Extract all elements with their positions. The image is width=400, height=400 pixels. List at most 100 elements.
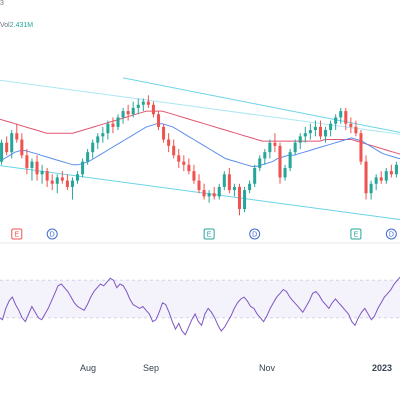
candle (334, 114, 338, 131)
candle (349, 117, 353, 134)
candle-body (344, 111, 348, 124)
candle-body (313, 126, 317, 131)
candle (106, 120, 110, 140)
candle (379, 171, 383, 184)
candle-body (288, 152, 292, 168)
candle-body (227, 174, 231, 191)
event-letter: D (389, 232, 394, 239)
event-letter: D (50, 232, 55, 239)
candle-body (187, 164, 191, 172)
candle-body (45, 171, 49, 181)
candle (141, 98, 145, 112)
candle-body (5, 142, 9, 153)
candle (116, 114, 120, 131)
time-axis: Aug Sep Nov 2023 (80, 363, 392, 373)
candle (50, 174, 54, 191)
candle (237, 183, 242, 216)
x-tick-label: Aug (80, 363, 96, 373)
candle (359, 130, 363, 165)
event-box (350, 228, 362, 240)
candle-body (20, 139, 24, 156)
candle-body (384, 171, 388, 181)
candle (86, 149, 90, 165)
candle (10, 130, 14, 159)
candle (35, 155, 39, 181)
earnings-event-marker: E (350, 228, 362, 240)
candle-body (50, 180, 54, 184)
volume-label: Vol (0, 22, 10, 29)
candle-body (334, 117, 338, 124)
candle-body (283, 167, 287, 178)
candle (263, 149, 267, 165)
candle (121, 107, 125, 124)
event-letter: E (207, 232, 212, 239)
candle-body (339, 111, 343, 118)
candle-body (96, 136, 100, 143)
candle (182, 155, 186, 172)
candle (45, 167, 49, 187)
candle (329, 120, 333, 137)
candle (217, 183, 221, 200)
candle (394, 161, 398, 178)
candle-body (106, 123, 110, 134)
candle (5, 136, 9, 156)
candle-body (369, 183, 373, 194)
candle (0, 139, 4, 165)
rsi-pane[interactable] (0, 276, 400, 336)
candle (268, 139, 272, 159)
candle-body (324, 130, 328, 137)
candle-body (167, 139, 171, 146)
candle (187, 158, 191, 175)
candle (162, 123, 166, 143)
candle-body (303, 133, 307, 137)
candle-body (40, 171, 44, 175)
candle (243, 186, 247, 213)
candle (101, 126, 105, 143)
candle (369, 180, 373, 200)
candle-body (126, 111, 130, 115)
candle-body (349, 123, 353, 127)
candle-body (232, 186, 236, 191)
channel-lower-line (0, 165, 400, 221)
candle-body (329, 123, 333, 131)
candle (232, 183, 236, 197)
candle-body (35, 161, 39, 175)
candle (192, 164, 196, 184)
candle-body (298, 136, 302, 143)
candle (65, 174, 69, 191)
header-symbol-text: 3 (0, 0, 4, 7)
candle (91, 139, 95, 159)
candle-body (111, 123, 115, 127)
candle (384, 167, 388, 184)
candle-body (151, 104, 155, 115)
candle (25, 149, 29, 175)
candle (339, 107, 343, 124)
candle (374, 174, 378, 191)
event-circle (249, 228, 261, 240)
candle-body (116, 117, 120, 127)
x-tick-label: Sep (143, 363, 159, 373)
dividend-event-marker: D (249, 228, 261, 240)
candle-body (202, 190, 206, 197)
candle (313, 120, 317, 137)
candle (227, 167, 231, 194)
candle (126, 104, 130, 121)
candle (303, 126, 307, 143)
candle-body (192, 171, 196, 181)
x-tick-label: 2023 (372, 363, 392, 373)
candle-body (70, 180, 74, 187)
candle (30, 158, 34, 181)
candle-body (212, 193, 216, 197)
candle (248, 180, 252, 194)
candle-body (273, 142, 277, 146)
candle-body (364, 161, 368, 194)
candle-body (318, 126, 322, 137)
candle (55, 174, 59, 194)
candle-body (177, 155, 181, 162)
event-letter: E (14, 232, 19, 239)
candle-body (76, 174, 80, 181)
candle (308, 123, 312, 140)
earnings-event-marker: E (203, 228, 215, 240)
